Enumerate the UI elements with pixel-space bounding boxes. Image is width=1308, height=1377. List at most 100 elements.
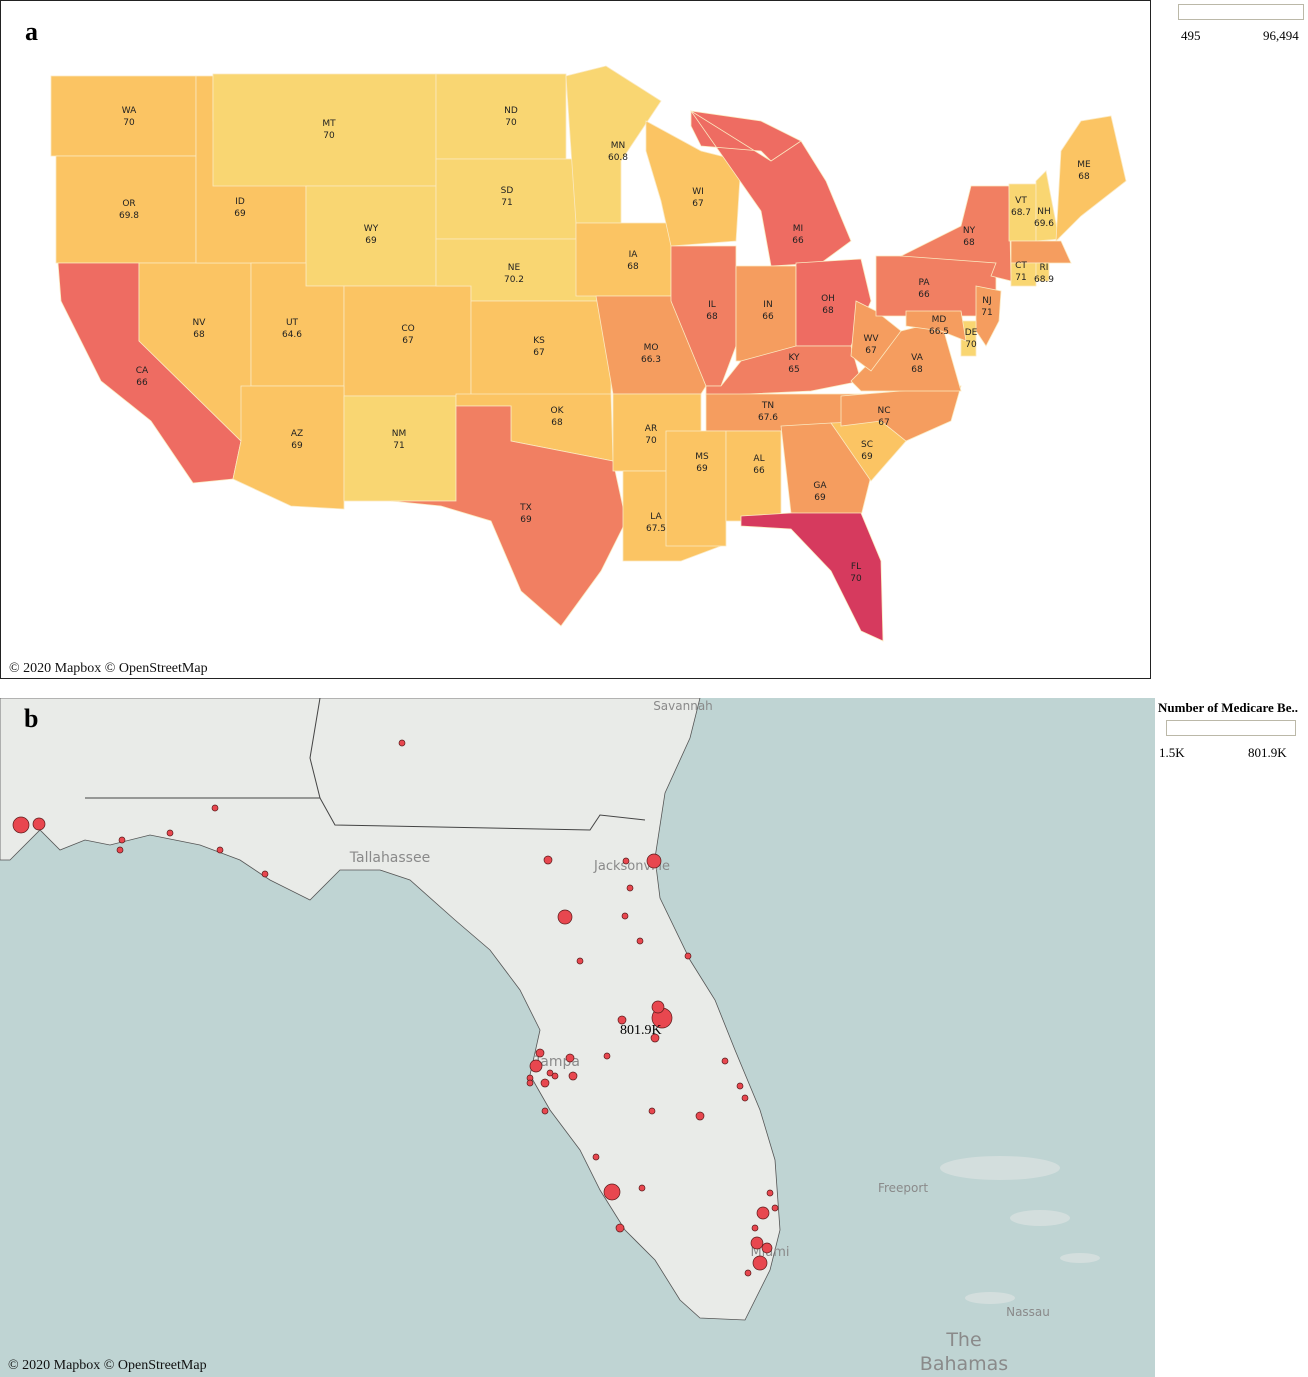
bubble-marker[interactable] (646, 853, 662, 869)
state-de[interactable] (960, 320, 977, 357)
state-nc[interactable] (840, 385, 962, 442)
bubble-marker[interactable] (12, 816, 30, 834)
state-tx[interactable] (390, 405, 627, 627)
city-label: Nassau (1006, 1305, 1050, 1319)
land (0, 698, 781, 1321)
state-label-ky: KY 65 (788, 353, 800, 375)
bubble-marker[interactable] (118, 836, 126, 844)
state-md[interactable] (905, 310, 967, 342)
bubble-marker[interactable] (766, 1189, 774, 1197)
state-al[interactable] (725, 430, 782, 522)
max-bubble-label: 801.9K (620, 1023, 662, 1038)
bubble-marker[interactable] (551, 1072, 559, 1080)
state-label-ct: CT 71 (1015, 261, 1027, 283)
bubble-marker[interactable] (756, 1206, 770, 1220)
state-label-tx: TX 69 (519, 503, 532, 525)
bubble-marker[interactable] (684, 952, 692, 960)
panel-label: a (25, 17, 38, 46)
island (1060, 1253, 1100, 1263)
bubble-marker[interactable] (752, 1255, 768, 1271)
state-label-nv: NV 68 (193, 318, 207, 340)
city-label: Savannah (653, 699, 713, 713)
bubble-marker[interactable] (744, 1269, 752, 1277)
bubble-marker[interactable] (216, 846, 224, 854)
state-label-oh: OH 68 (821, 294, 835, 316)
bubble-marker[interactable] (651, 1000, 665, 1014)
bubble-marker[interactable] (638, 1184, 646, 1192)
state-label-or: OR 69.8 (119, 199, 139, 221)
bubble-marker[interactable] (535, 1048, 545, 1058)
state-label-in: IN 66 (762, 300, 774, 322)
bubble-marker[interactable] (603, 1052, 611, 1060)
state-border (309, 698, 321, 799)
state-label-ny: NY 68 (963, 226, 976, 248)
bubble-marker[interactable] (741, 1094, 749, 1102)
state-or[interactable] (55, 155, 197, 264)
bubble-marker[interactable] (529, 1059, 543, 1073)
bubble-marker[interactable] (736, 1082, 744, 1090)
state-wi[interactable] (645, 120, 742, 247)
state-label-ri: RI 68.9 (1034, 263, 1054, 285)
bubble-marker[interactable] (166, 829, 174, 837)
bubble-marker[interactable] (546, 1069, 554, 1077)
city-label: The (945, 1329, 981, 1351)
state-label-tn: TN 67.6 (758, 401, 778, 423)
state-label-id: ID 69 (234, 197, 246, 219)
state-label-wi: WI 67 (692, 187, 704, 209)
state-ri[interactable] (1035, 262, 1050, 282)
bubble-marker[interactable] (695, 1111, 705, 1121)
bubble-marker[interactable] (771, 1204, 779, 1212)
bubble-marker[interactable] (615, 1223, 625, 1233)
bubble-marker[interactable] (557, 909, 573, 925)
bubble-marker[interactable] (626, 884, 634, 892)
size-legend-min: 1.5K (1159, 745, 1185, 760)
state-label-la: LA 67.5 (646, 512, 666, 534)
bubble-marker[interactable] (565, 1053, 575, 1063)
bubble-marker[interactable] (32, 817, 46, 831)
bubble-marker[interactable] (622, 857, 630, 865)
bubble-marker[interactable] (261, 870, 269, 878)
state-wv[interactable] (850, 300, 902, 372)
state-label-ut: UT 64.6 (282, 318, 302, 340)
state-ma[interactable] (1010, 240, 1072, 264)
bubble-marker[interactable] (568, 1071, 578, 1081)
map-credit[interactable]: © 2020 Mapbox © OpenStreetMap (8, 1358, 207, 1373)
bubble-marker[interactable] (526, 1079, 534, 1087)
bubble-marker[interactable] (650, 1033, 660, 1043)
florida-map: SavannahTallahasseeJacksonvilleTampaMiam… (0, 698, 1100, 1375)
state-ia[interactable] (575, 222, 672, 297)
florida-bubble-panel: Savannah Tallahassee Jacksonville Tampa Miam… (0, 698, 1155, 1377)
bubble-marker[interactable] (721, 1057, 729, 1065)
bubble-marker[interactable] (648, 1107, 656, 1115)
bubble-marker[interactable] (540, 1078, 550, 1088)
state-az[interactable] (232, 385, 345, 510)
state-nd[interactable] (435, 73, 567, 160)
state-wa[interactable] (50, 75, 197, 157)
bubble-marker[interactable] (621, 912, 629, 920)
bubble-marker[interactable] (543, 855, 553, 865)
state-mt[interactable] (212, 73, 437, 187)
state-label-ms: MS 69 (695, 452, 709, 474)
state-nh[interactable] (1035, 170, 1060, 242)
bubble-marker[interactable] (603, 1183, 621, 1201)
bubble-marker[interactable] (398, 739, 406, 747)
state-fl[interactable] (740, 512, 884, 642)
bubble-marker[interactable] (576, 957, 584, 965)
bubble-marker[interactable] (761, 1242, 773, 1254)
legend-max: 96,494 (1263, 28, 1299, 43)
bubble-marker[interactable] (636, 937, 644, 945)
state-ms[interactable] (665, 430, 727, 547)
state-ct[interactable] (1010, 262, 1037, 287)
bubble-marker[interactable] (116, 846, 124, 854)
bubble-marker[interactable] (541, 1107, 549, 1115)
state-label-mo: MO 66.3 (641, 343, 661, 365)
state-me[interactable] (1055, 115, 1127, 243)
state-label-il: IL 68 (706, 300, 718, 322)
bubble-marker[interactable] (751, 1224, 759, 1232)
bubble-marker[interactable] (211, 804, 219, 812)
state-mo[interactable] (595, 295, 707, 395)
bubble-marker[interactable] (617, 1015, 627, 1025)
bubble-marker[interactable] (592, 1153, 600, 1161)
bubble-marker[interactable] (750, 1236, 764, 1250)
map-credit[interactable]: © 2020 Mapbox © OpenStreetMap (9, 661, 208, 676)
